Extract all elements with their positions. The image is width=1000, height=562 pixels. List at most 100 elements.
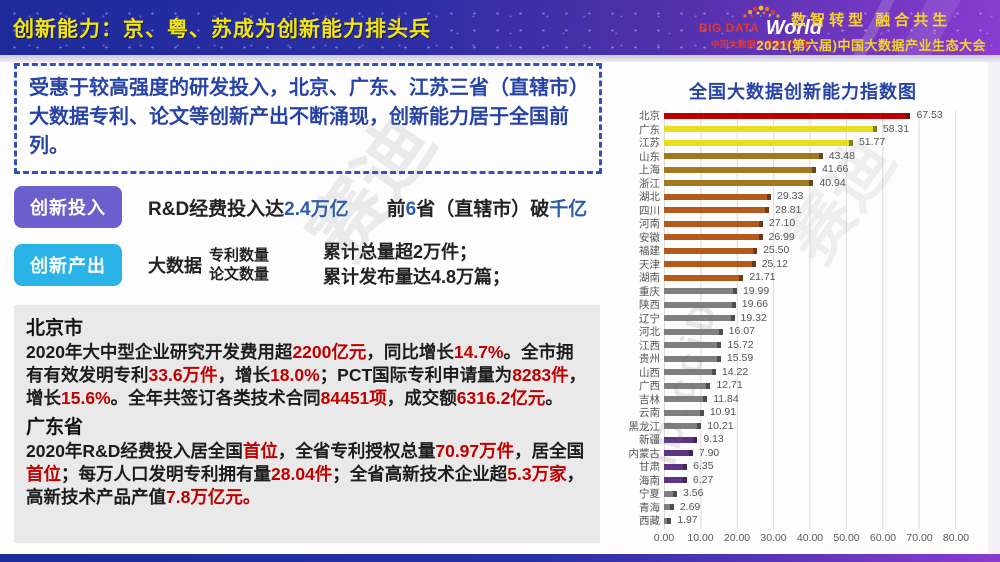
bar-track: 67.53	[664, 109, 956, 123]
investment-statement-1: R&D经费投入达2.4万亿	[148, 194, 349, 221]
bar-category-label: 陕西	[639, 299, 660, 312]
bar	[664, 409, 704, 416]
chart-row: 湖北 29.33	[618, 190, 988, 204]
slogan-line1: 数智转型 融合共生	[791, 12, 952, 29]
bar-category-label: 重庆	[639, 285, 660, 298]
x-axis-tick: 30.00	[760, 531, 787, 544]
bar-value-label: 51.77	[858, 136, 886, 148]
bar-value-label: 67.53	[916, 109, 943, 121]
investment-statement-2: 前6省（直辖市）破千亿	[387, 194, 588, 221]
highlighted-value: 6316.2亿元	[456, 387, 546, 408]
bar-track: 2.69	[664, 501, 956, 515]
innovation-index-chart: 全国大数据创新能力指数图 北京 67.53 广东 58.31 江苏 51.77 山东 43.4…	[618, 78, 988, 544]
bar-track: 26.99	[664, 231, 956, 245]
highlighted-value: 首位	[242, 441, 278, 462]
bar	[664, 126, 877, 132]
x-axis-tick: 50.00	[833, 531, 860, 544]
slide-title: 创新能力：京、粤、苏成为创新能力排头兵	[13, 18, 431, 41]
bar-category-label: 四川	[639, 204, 660, 217]
bar-track: 10.21	[664, 420, 956, 434]
bar	[664, 504, 674, 510]
chart-rows: 北京 67.53 广东 58.31 江苏 51.77 山东 43.48 上海 41.66 浙江 40.…	[618, 109, 988, 528]
bar-category-label: 河北	[639, 326, 660, 339]
chart-row: 浙江 40.94	[618, 177, 988, 191]
bar-category-label: 黑龙江	[628, 420, 661, 433]
bar-category-label: 内蒙古	[628, 447, 661, 460]
body-text: ，居全国	[514, 441, 585, 462]
bar-value-label: 40.94	[819, 176, 846, 189]
bar	[664, 369, 716, 375]
chart-x-axis: 0.00 10.00 20.00 30.00 40.00 50.00 60.00 70.00 8…	[654, 531, 969, 550]
bar-track: 25.50	[664, 244, 956, 258]
highlighted-value: 28.04件	[271, 464, 333, 484]
x-axis-tick: 10.00	[687, 531, 714, 544]
bar	[664, 490, 677, 497]
bar-category-label: 湖北	[639, 191, 660, 204]
bar-category-label: 天津	[639, 258, 660, 271]
investment-highlight-qianyi: 千亿	[549, 198, 588, 220]
bar-track: 12.71	[664, 379, 956, 393]
bar	[664, 139, 853, 146]
bar	[664, 342, 722, 348]
chart-row: 湖南 21.71	[618, 271, 988, 285]
bar-value-label: 6.35	[693, 460, 714, 472]
highlighted-value: 2200亿元	[292, 342, 367, 362]
bar-value-label: 14.22	[721, 365, 749, 378]
bar-value-label: 12.71	[716, 379, 743, 391]
chart-row: 辽宁 19.32	[618, 312, 988, 326]
dot-globe-icon	[742, 5, 780, 18]
body-text: 2020年大中型企业研究开发费用超	[26, 342, 293, 362]
chart-row: 重庆 19.99	[618, 285, 988, 299]
output-result-line1: 累计总量超2万件；	[323, 242, 478, 262]
logo-bigdata-text: BIG DATA	[699, 21, 760, 35]
bar-value-label: 25.50	[763, 244, 790, 256]
bar-category-label: 新疆	[639, 434, 660, 447]
bar-track: 19.66	[664, 298, 956, 312]
x-axis-tick: 60.00	[869, 531, 897, 544]
bar	[664, 112, 911, 119]
right-edge-strip	[988, 62, 1000, 555]
bar-value-label: 10.91	[709, 406, 737, 418]
chart-row: 江苏 51.77	[618, 136, 988, 150]
bar-track: 51.77	[664, 136, 956, 150]
chart-row: 上海 41.66	[618, 163, 988, 177]
bar-category-label: 辽宁	[639, 312, 660, 325]
bar-value-label: 19.99	[742, 284, 770, 297]
header-banner: 创新能力：京、粤、苏成为创新能力排头兵 BIG DATA World 中国大数据…	[0, 0, 1000, 55]
bar	[664, 463, 688, 470]
chart-row: 山东 43.48	[618, 150, 988, 164]
x-axis-tick: 40.00	[796, 531, 824, 544]
investment-text-prefix: R&D经费投入达	[148, 198, 285, 220]
bar-category-label: 宁夏	[639, 488, 660, 501]
bar-value-label: 3.56	[682, 487, 704, 499]
investment-highlight: 2.4万亿	[284, 198, 349, 220]
bar-track: 58.31	[664, 123, 956, 137]
chart-row: 四川 28.81	[618, 204, 988, 218]
bar	[664, 220, 763, 227]
bar-track: 43.48	[664, 150, 956, 164]
chart-row: 西藏 1.97	[618, 514, 988, 528]
bar-track: 27.10	[664, 217, 956, 231]
x-axis-tick: 0.00	[653, 531, 675, 544]
bar-value-label: 6.27	[692, 473, 714, 486]
bar-category-label: 河南	[639, 218, 660, 231]
output-results: 累计总量超2万件； 累计发布量达4.8万篇；	[323, 240, 510, 290]
body-text: ，高新技术产品产值	[26, 464, 585, 507]
paper-count-label: 论文数量	[209, 266, 270, 284]
highlighted-value: 首位	[26, 464, 61, 484]
highlighted-value: 5.3万家	[507, 464, 567, 484]
bar-value-label: 43.48	[828, 149, 855, 162]
bar-category-label: 山西	[639, 366, 660, 379]
bar-value-label: 28.81	[775, 203, 802, 216]
chart-row: 新疆 9.13	[618, 433, 988, 447]
bar	[664, 328, 723, 335]
bar	[664, 193, 772, 200]
x-axis-tick: 80.00	[942, 531, 970, 544]
bar-category-label: 甘肃	[639, 461, 660, 474]
bar-track: 6.27	[664, 474, 956, 488]
bar	[664, 301, 736, 308]
bar-category-label: 吉林	[639, 393, 660, 406]
bar-value-label: 9.13	[703, 433, 724, 445]
innovation-investment-row: 创新投入 R&D经费投入达2.4万亿 前6省（直辖市）破千亿	[14, 186, 587, 228]
bar-track: 25.12	[664, 258, 956, 272]
